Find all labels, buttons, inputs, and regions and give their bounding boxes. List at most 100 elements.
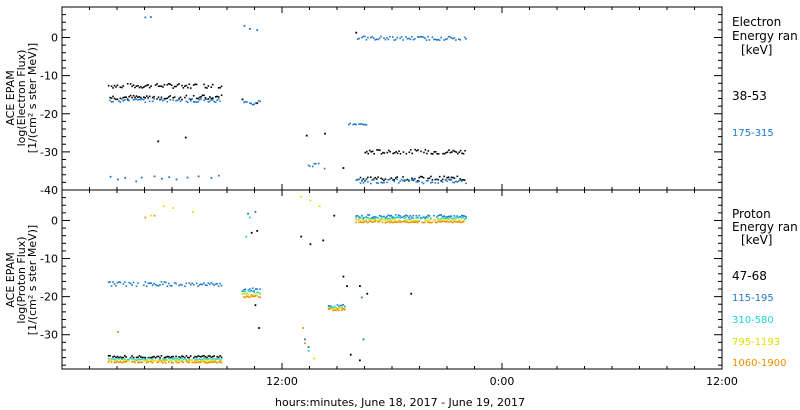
- data-point: [420, 150, 422, 153]
- data-point: [203, 94, 205, 97]
- data-point: [247, 212, 249, 215]
- data-point: [327, 308, 330, 310]
- data-point: [436, 216, 438, 219]
- data-point: [383, 215, 385, 218]
- data-point: [175, 85, 177, 88]
- data-point: [443, 39, 445, 41]
- data-point: [160, 96, 163, 99]
- data-point: [256, 288, 258, 290]
- data-point: [210, 99, 213, 101]
- data-point: [141, 356, 144, 359]
- data-point: [209, 357, 211, 360]
- data-point: [398, 150, 400, 152]
- data-point: [370, 36, 372, 39]
- data-point: [204, 360, 207, 363]
- data-point: [151, 96, 154, 99]
- data-point: [148, 360, 151, 362]
- data-point: [200, 283, 202, 285]
- data-point: [166, 83, 169, 86]
- data-point: [179, 359, 182, 362]
- data-point: [197, 285, 199, 288]
- data-point: [192, 84, 195, 86]
- data-point: [431, 153, 434, 155]
- data-point: [254, 102, 257, 104]
- data-point: [220, 359, 223, 361]
- data-point: [178, 358, 180, 361]
- data-point: [418, 176, 420, 179]
- data-point: [444, 38, 447, 41]
- data-point: [397, 182, 400, 184]
- data-point: [409, 214, 412, 217]
- data-point: [125, 96, 128, 99]
- data-point: [135, 180, 138, 183]
- data-point: [453, 150, 456, 153]
- data-point: [397, 220, 400, 223]
- legend-entry-proton-1060-1900: 1060-1900: [732, 358, 787, 369]
- data-point: [430, 218, 432, 221]
- data-point: [458, 38, 460, 41]
- data-point: [434, 178, 437, 181]
- data-point: [446, 220, 448, 223]
- data-point: [455, 218, 457, 221]
- data-point: [220, 85, 223, 88]
- data-point: [214, 283, 217, 285]
- data-point: [352, 123, 354, 126]
- data-point: [399, 221, 401, 223]
- data-point: [140, 361, 142, 364]
- data-point: [249, 296, 251, 299]
- data-point: [449, 36, 451, 38]
- data-point: [453, 215, 456, 217]
- data-point: [456, 181, 459, 183]
- data-point: [200, 96, 202, 98]
- data-point: [332, 309, 334, 312]
- data-point: [172, 96, 174, 99]
- data-point: [253, 295, 255, 297]
- data-point: [365, 218, 368, 221]
- data-point: [355, 179, 357, 181]
- data-point: [408, 221, 410, 224]
- data-point: [192, 100, 195, 103]
- data-point: [342, 308, 345, 310]
- data-point: [362, 218, 365, 221]
- data-point: [107, 84, 110, 87]
- data-point: [214, 360, 217, 362]
- data-point: [116, 98, 119, 101]
- data-point: [188, 97, 191, 100]
- data-point: [450, 176, 453, 179]
- data-point: [411, 177, 413, 180]
- data-point: [172, 99, 174, 101]
- data-point: [110, 361, 113, 363]
- data-point: [342, 303, 345, 306]
- data-point: [462, 216, 464, 219]
- data-point: [175, 357, 177, 360]
- data-point: [421, 181, 423, 184]
- data-point: [384, 38, 387, 41]
- data-point: [408, 151, 411, 154]
- data-point: [138, 355, 141, 357]
- data-point: [162, 359, 164, 361]
- data-point: [170, 84, 173, 87]
- data-point: [188, 361, 191, 364]
- data-point: [203, 360, 205, 363]
- data-point: [137, 84, 139, 87]
- data-point: [438, 39, 441, 41]
- data-point: [119, 357, 122, 359]
- data-point: [246, 101, 248, 103]
- data-point: [418, 36, 420, 38]
- data-point: [249, 216, 251, 219]
- data-point: [361, 179, 363, 181]
- data-point: [443, 220, 445, 223]
- data-point: [204, 96, 207, 99]
- data-point: [156, 355, 158, 358]
- data-point: [251, 287, 254, 289]
- data-point: [175, 178, 178, 181]
- data-point: [191, 282, 194, 285]
- data-point: [175, 282, 177, 285]
- data-point: [447, 178, 450, 181]
- data-point: [370, 176, 372, 179]
- data-point: [380, 217, 382, 220]
- data-point: [204, 358, 207, 360]
- data-point: [219, 359, 221, 361]
- data-point: [203, 83, 205, 86]
- data-point: [393, 180, 396, 183]
